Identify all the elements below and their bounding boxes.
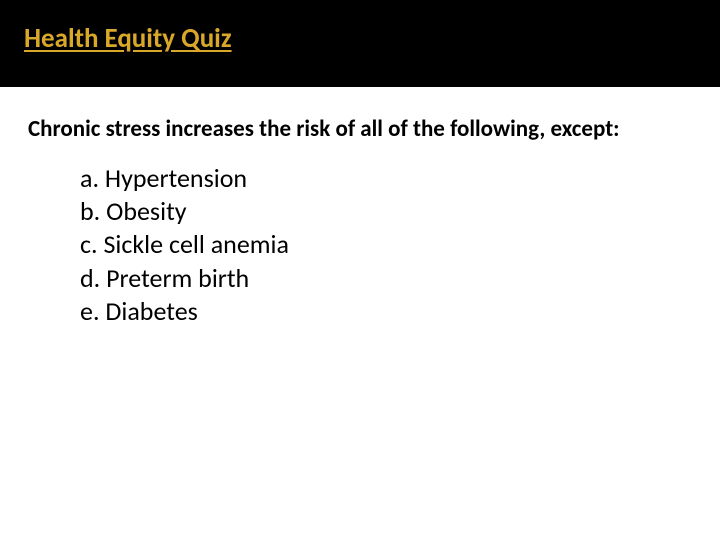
option-sep: . [91, 228, 103, 260]
content-area: Chronic stress increases the risk of all… [0, 87, 720, 328]
option-text: Preterm birth [106, 262, 249, 294]
option-text: Obesity [106, 195, 186, 227]
option-letter: d [80, 262, 94, 294]
question-text: Chronic stress increases the risk of all… [28, 115, 692, 144]
option-letter: a [80, 162, 92, 194]
option-d: d. Preterm birth [80, 262, 692, 295]
option-letter: e [80, 295, 93, 327]
option-letter: c [80, 228, 91, 260]
option-letter: b [80, 195, 94, 227]
option-a: a. Hypertension [80, 162, 692, 195]
option-sep: . [94, 262, 106, 294]
option-e: e. Diabetes [80, 295, 692, 328]
header-bar: Health Equity Quiz [0, 0, 720, 87]
option-sep: . [94, 195, 106, 227]
quiz-title: Health Equity Quiz [24, 22, 720, 55]
option-text: Sickle cell anemia [103, 228, 289, 260]
option-b: b. Obesity [80, 195, 692, 228]
option-c: c. Sickle cell anemia [80, 228, 692, 261]
options-list: a. Hypertension b. Obesity c. Sickle cel… [28, 162, 692, 328]
option-text: Hypertension [105, 162, 247, 194]
option-sep: . [92, 162, 104, 194]
option-text: Diabetes [105, 295, 197, 327]
option-sep: . [93, 295, 105, 327]
